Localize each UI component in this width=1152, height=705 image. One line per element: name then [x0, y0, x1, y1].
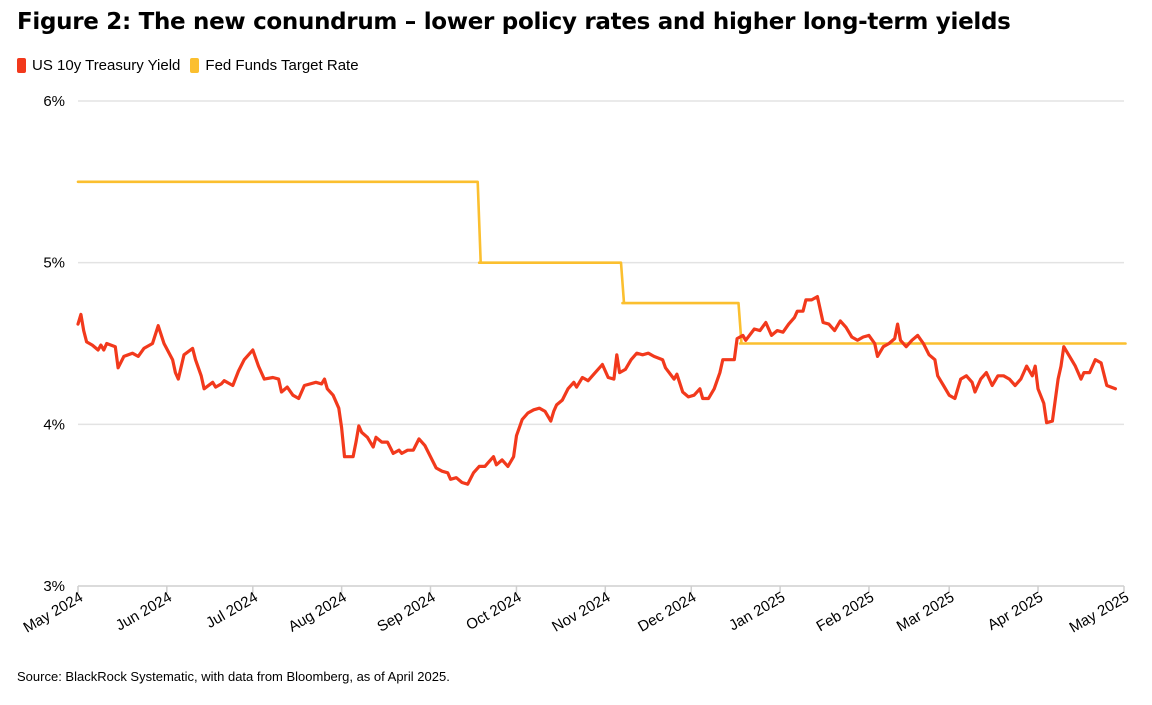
y-tick-label-3: 6% — [43, 93, 65, 110]
x-tick-label-3: Aug 2024 — [286, 589, 350, 636]
x-tick-label-9: Feb 2025 — [814, 589, 877, 635]
x-tick-label-2: Jul 2024 — [203, 589, 261, 632]
y-axis: 3% 4% 5% 6% — [43, 93, 65, 595]
line-chart: 3% 4% 5% 6% May 2024 Jun 2024 Jul 2024 Aug 202… — [20, 93, 1132, 636]
x-tick-label-1: Jun 2024 — [113, 589, 175, 635]
series-line-treasury-yield — [76, 295, 1117, 486]
y-tick-label-2: 5% — [43, 255, 65, 272]
chart-title: Figure 2: The new conundrum – lower poli… — [17, 9, 1011, 35]
x-tick-label-12: May 2025 — [1066, 589, 1132, 637]
legend-item-treasury: US 10y Treasury Yield — [17, 57, 180, 74]
x-tick-label-8: Jan 2025 — [726, 589, 788, 635]
x-tick-label-0: May 2024 — [20, 589, 86, 637]
x-tick-label-11: Apr 2025 — [985, 589, 1046, 634]
series-lines — [76, 180, 1127, 486]
legend-label-fed-funds: Fed Funds Target Rate — [205, 57, 359, 74]
x-tick-label-10: Mar 2025 — [894, 589, 957, 635]
legend: US 10y Treasury Yield Fed Funds Target R… — [17, 57, 369, 74]
x-axis: May 2024 Jun 2024 Jul 2024 Aug 2024 Sep 2024… — [20, 586, 1132, 636]
legend-label-treasury: US 10y Treasury Yield — [32, 57, 181, 74]
x-tick-label-5: Oct 2024 — [463, 589, 524, 634]
source-note: Source: BlackRock Systematic, with data … — [17, 669, 450, 684]
legend-item-fed-funds: Fed Funds Target Rate — [190, 57, 359, 74]
x-tick-label-7: Dec 2024 — [635, 589, 699, 636]
x-tick-label-6: Nov 2024 — [549, 589, 613, 636]
y-tick-label-1: 4% — [43, 416, 65, 433]
series-line-fed-funds-rate — [76, 180, 1127, 345]
x-tick-label-4: Sep 2024 — [374, 589, 438, 636]
y-tick-label-0: 3% — [43, 578, 65, 595]
legend-swatch-fed-funds — [190, 58, 200, 73]
legend-swatch-treasury — [17, 58, 26, 73]
